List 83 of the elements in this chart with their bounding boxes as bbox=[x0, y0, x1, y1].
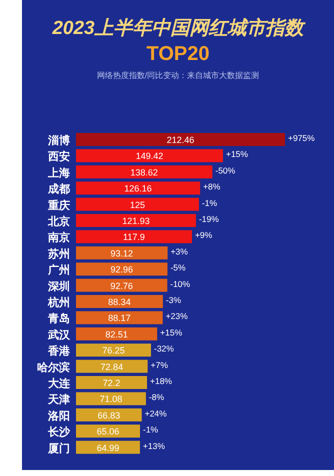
data-label: 72.84 bbox=[100, 362, 124, 372]
annotation: +9% bbox=[194, 230, 213, 240]
bar bbox=[76, 344, 152, 357]
annotation: +18% bbox=[150, 376, 172, 386]
y-tick-label: 洛阳 bbox=[47, 409, 70, 422]
data-label: 138.62 bbox=[130, 167, 158, 178]
y-tick-label: 厦门 bbox=[47, 442, 70, 455]
annotation: -10% bbox=[170, 278, 191, 289]
annotation: -5% bbox=[170, 262, 186, 273]
annotation: +15% bbox=[160, 327, 183, 338]
chart-subtitle: TOP20 bbox=[146, 43, 210, 65]
data-label: 92.96 bbox=[110, 264, 133, 275]
y-tick-label: 哈尔滨 bbox=[37, 360, 70, 374]
annotation: +24% bbox=[144, 408, 168, 418]
bar bbox=[76, 376, 148, 389]
bar bbox=[76, 295, 163, 308]
bar bbox=[76, 408, 142, 422]
data-label: 82.51 bbox=[105, 329, 128, 340]
y-tick-label: 长沙 bbox=[47, 426, 71, 439]
annotation: -19% bbox=[198, 214, 220, 224]
y-tick-label: 苏州 bbox=[47, 247, 70, 260]
y-tick-label: 青岛 bbox=[47, 312, 70, 326]
annotation: -1% bbox=[143, 424, 159, 435]
bar bbox=[76, 133, 285, 146]
y-tick-label: 南京 bbox=[47, 231, 70, 244]
y-tick-label: 深圳 bbox=[47, 280, 70, 293]
annotation: +975% bbox=[288, 133, 316, 143]
y-tick-label: 淄博 bbox=[47, 134, 70, 147]
bar bbox=[76, 246, 168, 260]
y-tick-label: 上海 bbox=[47, 166, 70, 180]
data-label: 65.06 bbox=[96, 426, 120, 437]
y-tick-label: 武汉 bbox=[47, 328, 71, 342]
annotation: +3% bbox=[170, 246, 188, 256]
bar bbox=[76, 327, 158, 340]
annotation: +15% bbox=[226, 149, 248, 160]
data-label: 125 bbox=[130, 200, 145, 210]
bar bbox=[76, 149, 223, 162]
bar bbox=[76, 278, 168, 292]
data-label: 126.16 bbox=[124, 184, 152, 194]
data-label: 212.46 bbox=[166, 135, 194, 145]
bar bbox=[76, 392, 146, 406]
y-tick-label: 北京 bbox=[47, 215, 70, 228]
annotation: +7% bbox=[150, 360, 168, 370]
data-label: 76.25 bbox=[102, 346, 125, 356]
bar bbox=[76, 262, 168, 276]
bar bbox=[76, 360, 148, 373]
y-tick-label: 天津 bbox=[47, 393, 70, 406]
data-label: 72.2 bbox=[102, 378, 120, 388]
bar bbox=[76, 214, 196, 227]
data-label: 93.12 bbox=[110, 248, 134, 258]
data-label: 117.9 bbox=[123, 232, 145, 242]
bar bbox=[76, 198, 199, 211]
annotation: +13% bbox=[142, 440, 166, 451]
data-label: 66.83 bbox=[98, 410, 120, 420]
annotation: -50% bbox=[215, 165, 236, 176]
annotation: -1% bbox=[202, 198, 218, 208]
y-tick-label: 杭州 bbox=[47, 296, 70, 309]
bar bbox=[76, 440, 140, 454]
annotation: -32% bbox=[154, 344, 174, 354]
chart-title: 2023上半年中国网红城市指数 bbox=[51, 17, 307, 39]
data-label: 64.99 bbox=[96, 442, 120, 453]
y-tick-label: 香港 bbox=[47, 344, 71, 358]
bar bbox=[76, 230, 192, 244]
data-label: 88.17 bbox=[108, 313, 131, 324]
y-tick-label: 成都 bbox=[47, 182, 70, 196]
annotation: +8% bbox=[203, 182, 221, 192]
bar bbox=[76, 311, 163, 324]
annotation: +23% bbox=[166, 311, 188, 322]
annotation: -3% bbox=[166, 295, 182, 305]
data-label: 149.42 bbox=[136, 151, 164, 162]
y-tick-label: 重庆 bbox=[47, 198, 70, 212]
annotation: -8% bbox=[148, 392, 164, 402]
data-label: 121.93 bbox=[122, 216, 150, 226]
bar bbox=[76, 165, 212, 178]
data-label: 71.08 bbox=[100, 394, 122, 404]
bar bbox=[76, 182, 200, 195]
y-tick-label: 西安 bbox=[47, 150, 70, 164]
data-label: 88.34 bbox=[108, 297, 131, 307]
data-label: 92.76 bbox=[110, 280, 133, 291]
y-tick-label: 大连 bbox=[48, 377, 71, 390]
text: 网络热度指数/同比变动：来自城市大数据监测 bbox=[96, 71, 260, 80]
y-tick-label: 广州 bbox=[47, 264, 70, 277]
bar bbox=[76, 424, 140, 438]
